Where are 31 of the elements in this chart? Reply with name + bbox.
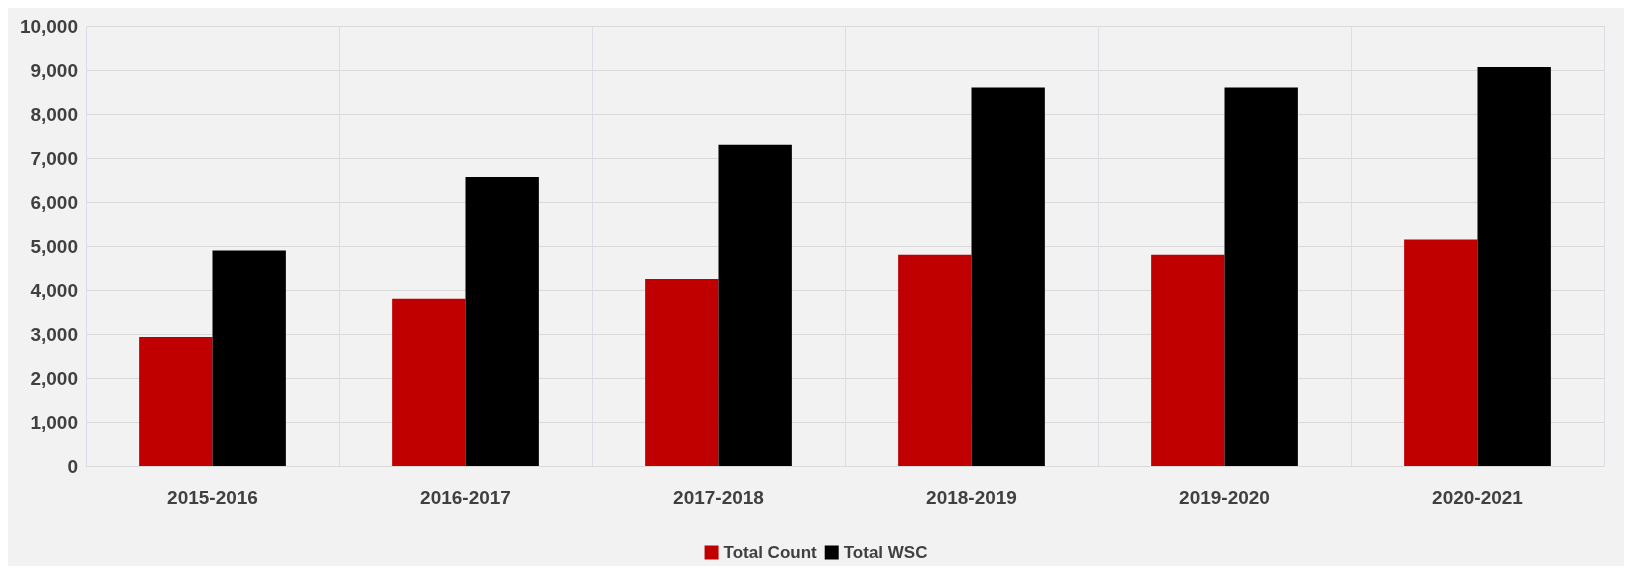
y-tick-label: 2,000 xyxy=(30,367,78,389)
y-tick-label: 4,000 xyxy=(30,279,78,301)
y-tick-label: 8,000 xyxy=(30,103,78,125)
bar xyxy=(645,279,719,466)
bar xyxy=(1477,66,1551,466)
bar xyxy=(139,337,213,466)
bar xyxy=(898,254,972,466)
y-tick-label: 5,000 xyxy=(30,235,78,257)
x-tick-label: 2015-2016 xyxy=(167,487,258,508)
y-tick-label: 10,000 xyxy=(19,15,78,37)
legend-label: Total Count xyxy=(723,543,818,562)
bar xyxy=(212,250,286,466)
legend-label: Total WSC xyxy=(843,543,928,562)
x-tick-label: 2016-2017 xyxy=(420,487,511,508)
bar xyxy=(1224,87,1298,466)
bar xyxy=(465,176,539,466)
y-tick-label: 1,000 xyxy=(30,411,78,433)
x-tick-label: 2017-2018 xyxy=(673,487,764,508)
bar xyxy=(392,298,466,466)
bar xyxy=(1404,239,1478,466)
y-tick-label: 6,000 xyxy=(30,191,78,213)
x-tick-label: 2018-2019 xyxy=(926,487,1017,508)
y-tick-label: 0 xyxy=(67,455,78,477)
x-tick-label: 2020-2021 xyxy=(1432,487,1524,508)
y-tick-label: 3,000 xyxy=(30,323,78,345)
y-tick-label: 7,000 xyxy=(30,147,78,169)
bar xyxy=(1151,254,1225,466)
x-tick-label: 2019-2020 xyxy=(1179,487,1270,508)
bar xyxy=(718,144,792,466)
bar xyxy=(971,87,1045,466)
y-tick-label: 9,000 xyxy=(30,59,78,81)
